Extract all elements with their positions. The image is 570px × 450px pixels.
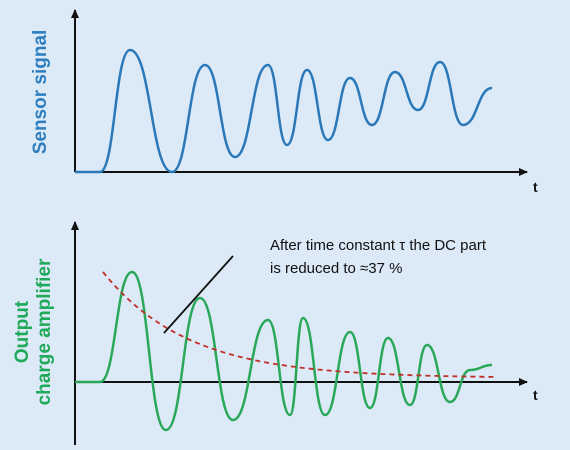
x-axis-label: t: [533, 387, 538, 403]
y-axis-label: Output: [12, 300, 33, 363]
annotation: After time constant τ the DC part: [270, 237, 487, 254]
annotation: is reduced to ≈37 %: [270, 260, 402, 277]
annotation-pointer: [163, 255, 234, 334]
y-axis-label: charge amplifier: [34, 258, 55, 405]
sensor-signal-curve: [75, 48, 493, 174]
x-axis-label: t: [533, 179, 538, 195]
dc-decay-curve: [102, 271, 495, 378]
y-axis-label: Sensor signal: [30, 30, 51, 155]
output-curve: [75, 270, 493, 432]
